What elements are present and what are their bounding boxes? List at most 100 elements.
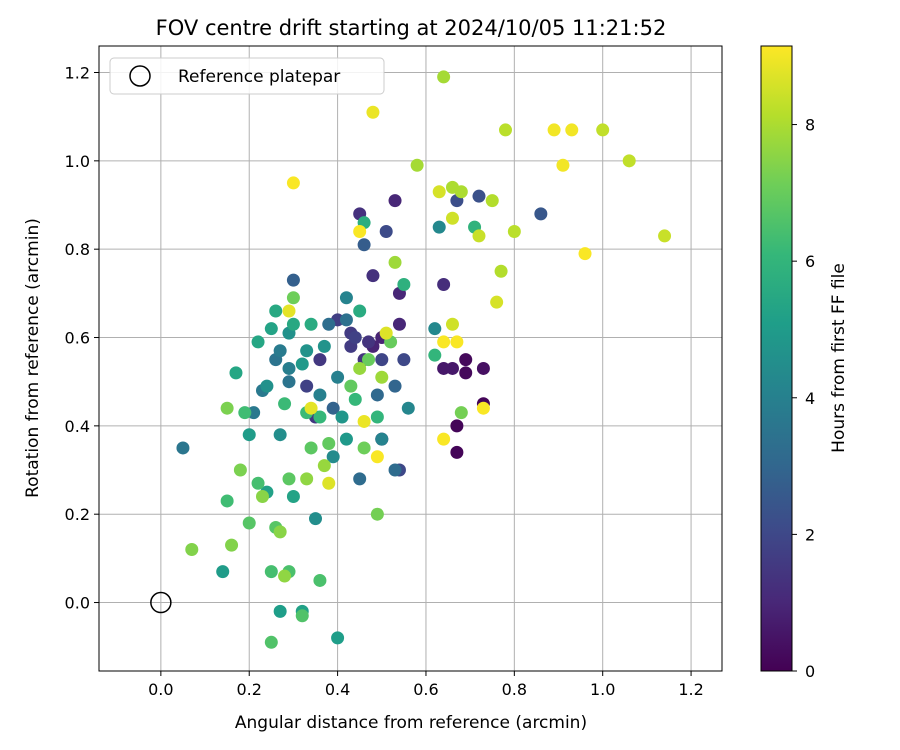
data-point [353,361,367,375]
data-point [348,392,362,406]
y-tick-label: 1.2 [65,64,90,83]
data-point [450,419,464,433]
data-point [622,154,636,168]
data-point [282,375,296,389]
x-tick-label: 1.0 [590,680,615,699]
data-point [362,335,376,349]
data-point [295,609,309,623]
y-tick-label: 0.4 [65,417,90,436]
data-point [437,432,451,446]
data-point [176,441,190,455]
data-point [534,207,548,221]
data-point [233,463,247,477]
y-axis-ticks: 0.0 0.2 0.4 0.6 0.8 1.0 1.2 [65,64,99,613]
data-point [366,269,380,283]
data-point [454,185,468,199]
data-point [494,264,508,278]
data-point [450,335,464,349]
data-point [286,490,300,504]
data-point [476,361,490,375]
data-point [216,565,230,579]
data-point [547,123,561,137]
data-point [388,194,402,208]
data-point [185,543,199,557]
chart-title: FOV centre drift starting at 2024/10/05 … [156,16,667,40]
data-point [357,414,371,428]
data-point [357,238,371,252]
y-axis-label: Rotation from reference (arcmin) [23,218,43,498]
data-point [304,401,318,415]
data-point [658,229,672,243]
data-point [273,428,287,442]
data-point [445,361,459,375]
data-point [326,450,340,464]
data-point [432,220,446,234]
data-point [366,105,380,119]
data-point [264,565,278,579]
data-point [220,401,234,415]
data-point [251,335,265,349]
y-tick-label: 0.0 [65,594,90,613]
data-point [498,123,512,137]
colorbar-tick-label: 6 [805,252,815,271]
data-point [273,525,287,539]
data-point [304,441,318,455]
data-point [260,379,274,393]
data-point [472,229,486,243]
data-point [375,432,389,446]
data-point [339,313,353,327]
colorbar-ticks: 0 2 4 6 8 [792,116,815,681]
reference-marker [150,591,172,614]
data-point [375,353,389,367]
data-point [251,476,265,490]
data-point [454,406,468,420]
grid-lines [99,46,722,671]
colorbar-tick-label: 2 [805,525,815,544]
data-point [357,441,371,455]
x-axis-ticks: 0.0 0.2 0.4 0.6 0.8 1.0 1.2 [148,671,704,699]
x-tick-label: 0.4 [325,680,350,699]
data-point [331,370,345,384]
data-point [273,344,287,358]
data-point [388,255,402,269]
data-point [370,450,384,464]
data-point [322,476,336,490]
data-point [229,366,243,380]
data-point [339,432,353,446]
data-point [225,538,239,552]
data-point [472,189,486,203]
data-point [379,225,393,239]
data-point [313,410,327,424]
data-point [322,317,336,331]
data-point [432,185,446,199]
data-point [273,604,287,618]
data-point [437,70,451,84]
colorbar-tick-label: 8 [805,116,815,135]
data-point [476,401,490,415]
data-point [370,507,384,521]
data-point [282,472,296,486]
data-point [556,158,570,172]
legend-marker-icon [129,65,151,87]
data-point [344,379,358,393]
data-point [242,516,256,530]
data-point [353,304,367,318]
data-point [335,410,349,424]
scatter-points [176,70,672,649]
plot-frame [98,45,723,672]
data-point [353,225,367,239]
x-tick-label: 0.6 [413,680,438,699]
data-point [278,397,292,411]
data-point [264,322,278,336]
data-point [437,335,451,349]
data-point [445,211,459,225]
data-point [339,291,353,305]
x-axis-label: Angular distance from reference (arcmin) [235,713,587,733]
data-point [269,304,283,318]
data-point [507,225,521,239]
data-point [353,472,367,486]
x-tick-label: 1.2 [678,680,703,699]
data-point [410,158,424,172]
data-point [370,410,384,424]
